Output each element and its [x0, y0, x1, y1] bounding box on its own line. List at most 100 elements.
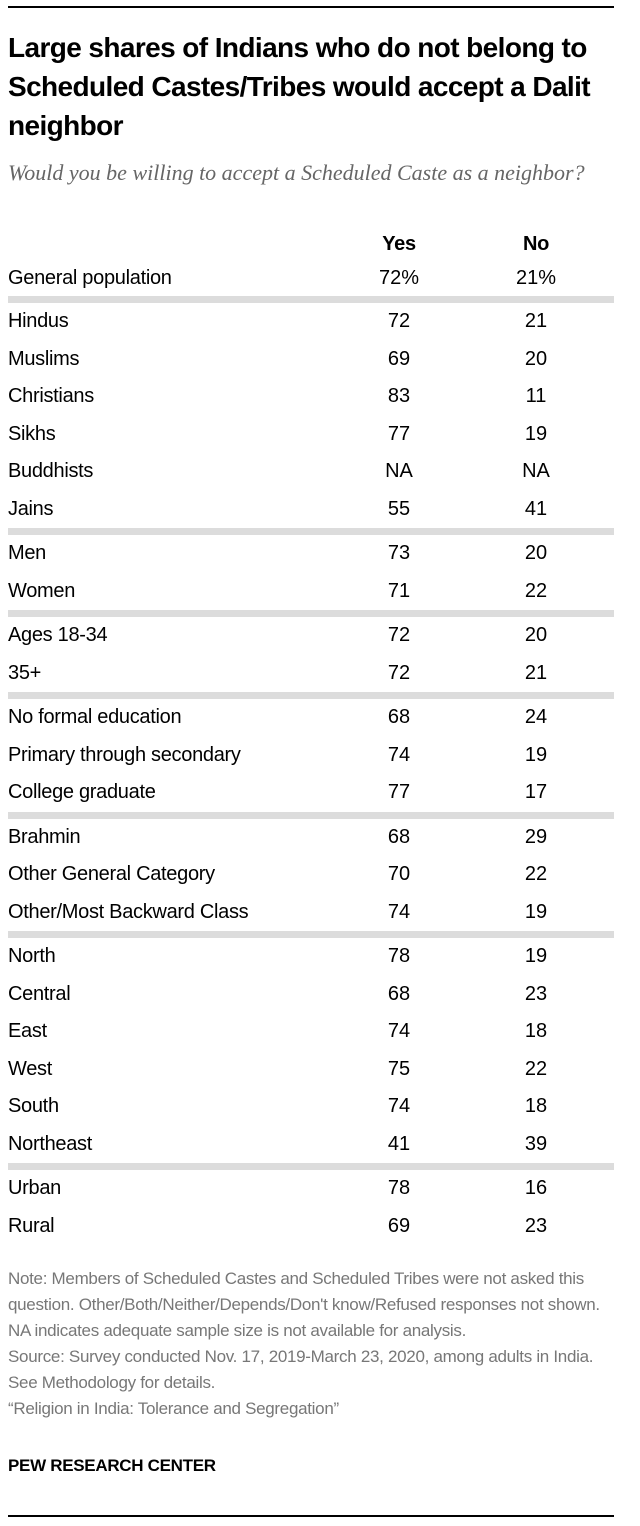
- yes-value: 69: [387, 1214, 411, 1237]
- source-text: Source: Survey conducted Nov. 17, 2019-M…: [8, 1347, 594, 1392]
- table-row: Other/Most Backward Class 74 19: [8, 894, 614, 932]
- no-value: 23: [524, 1214, 548, 1237]
- table-row: Christians 83 11: [8, 378, 614, 416]
- table-row: East 74 18: [8, 1013, 614, 1051]
- table-row: Muslims 69 20: [8, 341, 614, 379]
- row-label: Men: [8, 542, 47, 565]
- group-separator: [8, 931, 614, 938]
- no-value: 19: [524, 743, 548, 766]
- row-label: General population: [8, 266, 172, 289]
- row-label: Rural: [8, 1214, 55, 1237]
- yes-value: 74: [387, 900, 411, 923]
- no-value: 23: [524, 982, 548, 1005]
- table-row: Rural 69 23: [8, 1208, 614, 1246]
- chart-title: Large shares of Indians who do not belon…: [8, 32, 591, 141]
- no-value: 22: [524, 863, 548, 886]
- no-value: 18: [524, 1020, 548, 1043]
- row-label: Jains: [8, 497, 54, 520]
- table-row: West 75 22: [8, 1051, 614, 1089]
- table-row: Women 71 22: [8, 573, 614, 611]
- row-label: Primary through secondary: [8, 743, 241, 766]
- row-label: Women: [8, 579, 76, 602]
- table-row-total: General population 72% 21%: [8, 260, 614, 296]
- row-label: No formal education: [8, 706, 182, 729]
- yes-value: 77: [387, 781, 411, 804]
- no-value: 17: [524, 781, 548, 804]
- row-label: 35+: [8, 661, 42, 684]
- no-value: 19: [524, 945, 548, 968]
- row-label: Sikhs: [8, 422, 56, 445]
- bottom-rule: [8, 1515, 614, 1517]
- group-separator: [8, 811, 614, 819]
- yes-value: 74: [387, 1020, 411, 1043]
- no-value: 22: [524, 579, 548, 602]
- yes-value: 78: [387, 945, 411, 968]
- notes: Note: Members of Scheduled Castes and Sc…: [8, 1266, 614, 1422]
- table-row: Sikhs 77 19: [8, 416, 614, 454]
- no-value: 41: [524, 497, 548, 520]
- table-row: Urban 78 16: [8, 1170, 614, 1208]
- yes-value: NA: [385, 460, 413, 483]
- no-value: NA: [522, 460, 550, 483]
- table-row: Hindus 72 21: [8, 303, 614, 341]
- yes-value: 74: [387, 1095, 411, 1118]
- table-row: Other General Category 70 22: [8, 856, 614, 894]
- table-row: No formal education 68 24: [8, 699, 614, 737]
- no-value: 20: [524, 624, 548, 647]
- top-rule: [8, 6, 614, 8]
- no-value: 21: [524, 310, 548, 333]
- yes-value: 55: [387, 497, 411, 520]
- no-value: 24: [524, 706, 548, 729]
- no-value: 22: [524, 1057, 548, 1080]
- column-header-no: No: [522, 232, 550, 255]
- table-row: Jains 55 41: [8, 491, 614, 529]
- yes-value: 72: [387, 661, 411, 684]
- no-value: 21%: [515, 266, 557, 289]
- yes-value: 74: [387, 743, 411, 766]
- yes-value: 68: [387, 982, 411, 1005]
- no-value: 21: [524, 661, 548, 684]
- row-label: South: [8, 1095, 59, 1118]
- row-label: Central: [8, 982, 71, 1005]
- row-label: Muslims: [8, 347, 80, 370]
- yes-value: 83: [387, 385, 411, 408]
- yes-value: 78: [387, 1177, 411, 1200]
- row-label: Northeast: [8, 1132, 93, 1155]
- table-row: 35+ 72 21: [8, 655, 614, 693]
- no-value: 20: [524, 347, 548, 370]
- column-header-yes: Yes: [382, 232, 416, 255]
- row-label: North: [8, 945, 56, 968]
- no-value: 16: [524, 1177, 548, 1200]
- row-label: Ages 18-34: [8, 624, 108, 647]
- yes-value: 41: [387, 1132, 411, 1155]
- group-separator: [8, 610, 614, 617]
- yes-value: 70: [387, 863, 411, 886]
- table-row: Buddhists NA NA: [8, 453, 614, 491]
- table-row: College graduate 77 17: [8, 774, 614, 812]
- yes-value: 68: [387, 825, 411, 848]
- table-row: Ages 18-34 72 20: [8, 617, 614, 655]
- row-label: Other/Most Backward Class: [8, 900, 249, 923]
- row-label: Other General Category: [8, 863, 215, 886]
- yes-value: 68: [387, 706, 411, 729]
- yes-value: 72%: [378, 266, 420, 289]
- table-row: Primary through secondary 74 19: [8, 737, 614, 775]
- no-value: 11: [525, 385, 547, 408]
- yes-value: 72: [387, 310, 411, 333]
- chart-subtitle: Would you be willing to accept a Schedul…: [8, 160, 585, 185]
- group-separator: [8, 692, 614, 699]
- table-header: Yes No: [8, 228, 614, 260]
- data-table: Yes No General population 72% 21% Hindus…: [8, 228, 614, 1245]
- group-separator: [8, 1163, 614, 1170]
- yes-value: 69: [387, 347, 411, 370]
- no-value: 20: [524, 542, 548, 565]
- row-label: Christians: [8, 385, 94, 408]
- no-value: 19: [524, 900, 548, 923]
- yes-value: 77: [387, 422, 411, 445]
- yes-value: 72: [387, 624, 411, 647]
- report-title: “Religion in India: Tolerance and Segreg…: [8, 1399, 339, 1418]
- row-label: West: [8, 1057, 52, 1080]
- row-label: Buddhists: [8, 460, 94, 483]
- table-row: South 74 18: [8, 1088, 614, 1126]
- row-label: Brahmin: [8, 825, 81, 848]
